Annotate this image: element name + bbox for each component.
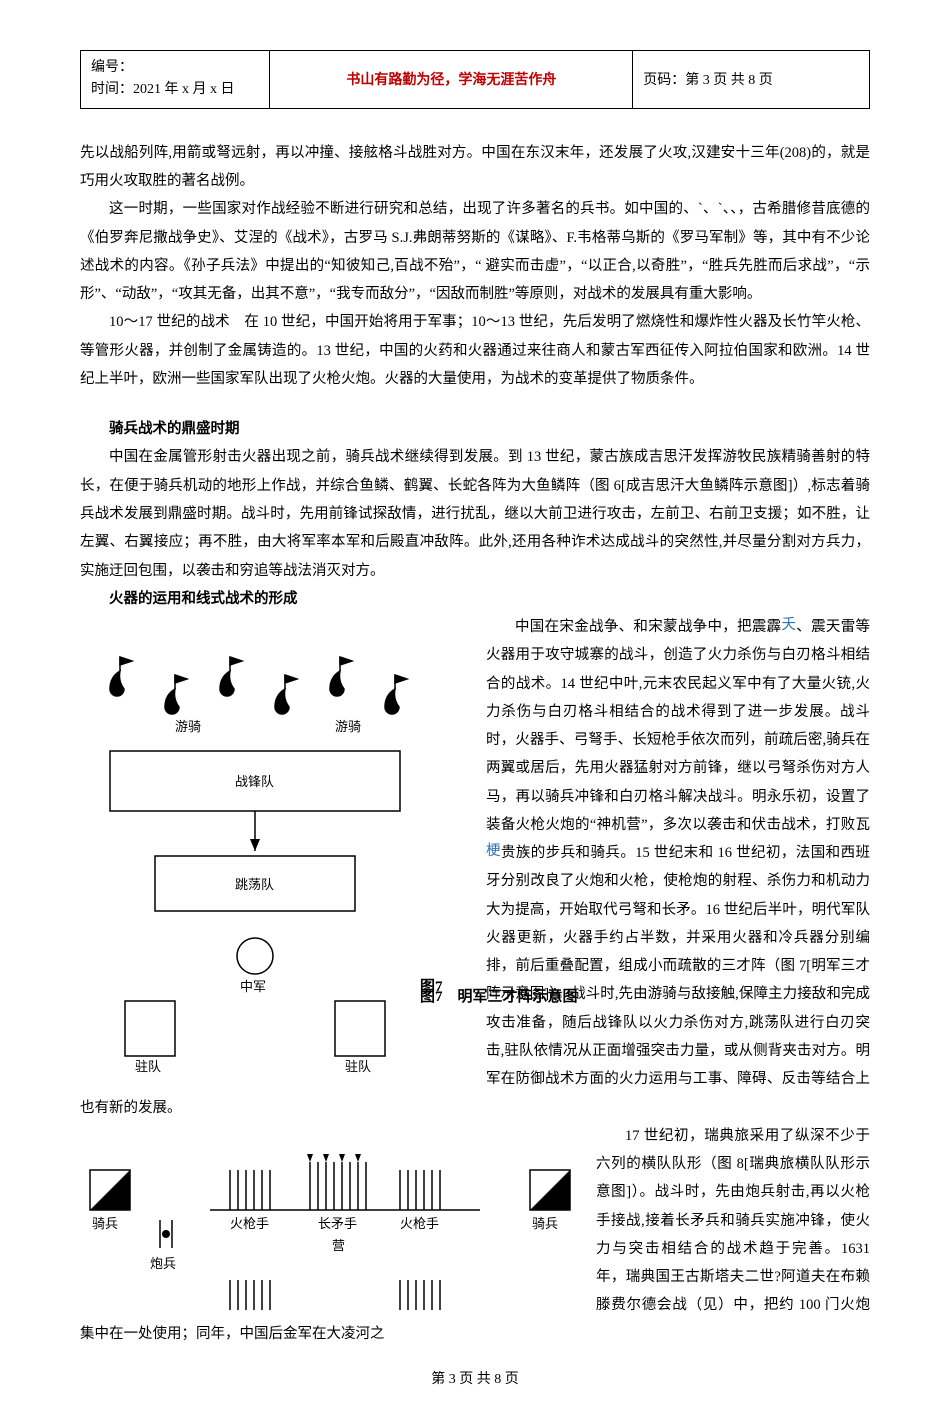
- fig7-label-zhongjun: 中军: [240, 979, 266, 994]
- content-body: 先以战船列阵,用箭或弩远射，再以冲撞、接舷格斗战胜对方。中国在东汉末年，还发展了…: [80, 139, 870, 1348]
- paragraph-3: 10～17 世纪的战术 在 10 世纪，中国开始将用于军事；10～13 世纪，先…: [80, 308, 870, 393]
- annotation-2w: 梗: [486, 843, 501, 859]
- fig8-label-paobing: 炮兵: [150, 1256, 176, 1271]
- doc-time: 时间：2021 年 x 月 x 日: [91, 79, 259, 101]
- figure-7-caption: 图7 明军三才阵示意图: [420, 983, 580, 1012]
- fig8-label-huoqiang-l: 火枪手: [230, 1216, 269, 1231]
- fig7-label-youqi-l: 游骑: [175, 719, 201, 734]
- fig8-label-ying: 营: [332, 1238, 345, 1253]
- annotation-1w: 夭: [781, 617, 796, 633]
- figure7-wrap: 游骑 游骑 战锋队 跳荡队 中军: [80, 613, 870, 1122]
- fig7-label-tiaodang: 跳荡队: [235, 877, 274, 892]
- fig8-label-qibing-l: 骑兵: [92, 1216, 118, 1231]
- section-heading-firearms: 火器的运用和线式战术的形成: [80, 585, 870, 613]
- figure-7: 游骑 游骑 战锋队 跳荡队 中军: [80, 641, 470, 1073]
- figure-7-svg: 游骑 游骑 战锋队 跳荡队 中军: [80, 641, 470, 1073]
- cavalry-icons: [110, 657, 407, 714]
- fig8-label-changmao: 长矛手: [318, 1216, 357, 1231]
- fig7-label-youqi-r: 游骑: [335, 719, 361, 734]
- paragraph-4: 中国在金属管形射击火器出现之前，骑兵战术继续得到发展。到 13 世纪，蒙古族成吉…: [80, 443, 870, 584]
- fig7-label-zhudui-l: 驻队: [135, 1059, 161, 1073]
- header-motto: 书山有路勤为径，学海无涯苦作舟: [270, 51, 633, 109]
- fig7-label-zhudui-r: 驻队: [345, 1059, 371, 1073]
- fig7-label-zhanfeng: 战锋队: [235, 774, 274, 789]
- p5w-b: 、震天雷等火器用于攻守城寨的战斗，创造了火力杀伤与白刃格斗相结合的战术。14 世…: [486, 619, 870, 833]
- doc-id: 编号：: [91, 57, 259, 79]
- fig8-label-qibing-r: 骑兵: [532, 1216, 558, 1231]
- fig8-label-huoqiang-r: 火枪手: [400, 1216, 439, 1231]
- figure-8: 骑兵 骑兵: [80, 1150, 580, 1310]
- header-table: 编号： 时间：2021 年 x 月 x 日 书山有路勤为径，学海无涯苦作舟 页码…: [80, 50, 870, 109]
- header-left-cell: 编号： 时间：2021 年 x 月 x 日: [81, 51, 270, 109]
- figure8-wrap: 骑兵 骑兵: [80, 1122, 870, 1348]
- section-heading-cavalry: 骑兵战术的鼎盛时期: [80, 415, 870, 443]
- page-footer: 第 3 页 共 8 页: [80, 1368, 870, 1388]
- header-page: 页码：第 3 页 共 8 页: [633, 51, 870, 109]
- paragraph-1: 先以战船列阵,用箭或弩远射，再以冲撞、接舷格斗战胜对方。中国在东汉末年，还发展了…: [80, 139, 870, 196]
- paragraph-2: 这一时期，一些国家对作战经验不断进行研究和总结，出现了许多著名的兵书。如中国的、…: [80, 195, 870, 308]
- p5w-a: 中国在宋金战争、和宋蒙战争中，把震霹: [515, 619, 781, 635]
- figure-8-svg: 骑兵 骑兵: [80, 1150, 580, 1310]
